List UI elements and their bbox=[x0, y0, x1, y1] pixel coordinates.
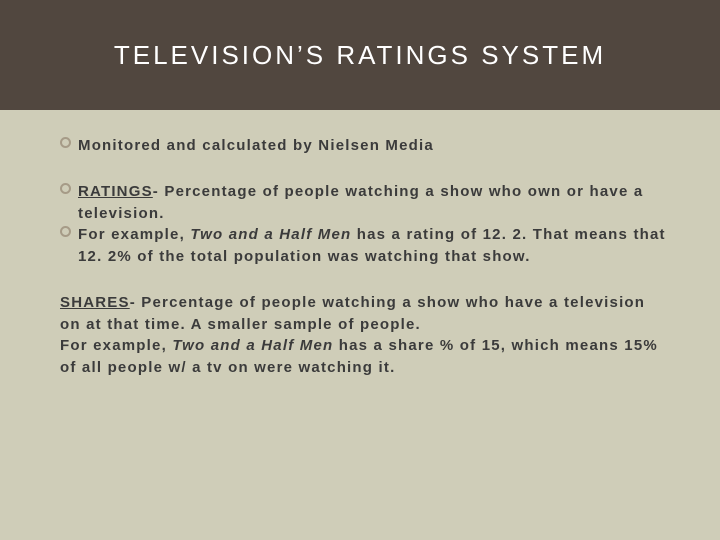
shares-block: SHARES- Percentage of people watching a … bbox=[60, 292, 670, 379]
shares-line-1: SHARES- Percentage of people watching a … bbox=[60, 292, 670, 336]
bullet-3: For example, Two and a Half Men has a ra… bbox=[60, 224, 670, 268]
bullet-2: RATINGS- Percentage of people watching a… bbox=[60, 181, 670, 225]
slide-title: TELEVISION’S RATINGS SYSTEM bbox=[114, 40, 606, 71]
bullet-block-2: RATINGS- Percentage of people watching a… bbox=[60, 181, 670, 268]
bullet-1-text: Monitored and calculated by Nielsen Medi… bbox=[78, 137, 434, 154]
title-band: TELEVISION’S RATINGS SYSTEM bbox=[0, 0, 720, 110]
shares-2a: For example, bbox=[60, 337, 172, 354]
content-area: Monitored and calculated by Nielsen Medi… bbox=[0, 110, 720, 540]
ratings-label: RATINGS bbox=[78, 183, 153, 200]
shares-label: SHARES bbox=[60, 294, 130, 311]
bullet-ring-icon bbox=[60, 226, 71, 237]
shares-def: - Percentage of people watching a show w… bbox=[60, 294, 645, 333]
bullet-block-1: Monitored and calculated by Nielsen Medi… bbox=[60, 135, 670, 157]
show-name-1: Two and a Half Men bbox=[190, 226, 351, 243]
slide: TELEVISION’S RATINGS SYSTEM Monitored an… bbox=[0, 0, 720, 540]
show-name-2: Two and a Half Men bbox=[172, 337, 333, 354]
bullet-3-a: For example, bbox=[78, 226, 190, 243]
bullet-1: Monitored and calculated by Nielsen Medi… bbox=[60, 135, 670, 157]
ratings-def: - Percentage of people watching a show w… bbox=[78, 183, 643, 222]
shares-line-2: For example, Two and a Half Men has a sh… bbox=[60, 335, 670, 379]
bullet-ring-icon bbox=[60, 137, 71, 148]
bullet-ring-icon bbox=[60, 183, 71, 194]
